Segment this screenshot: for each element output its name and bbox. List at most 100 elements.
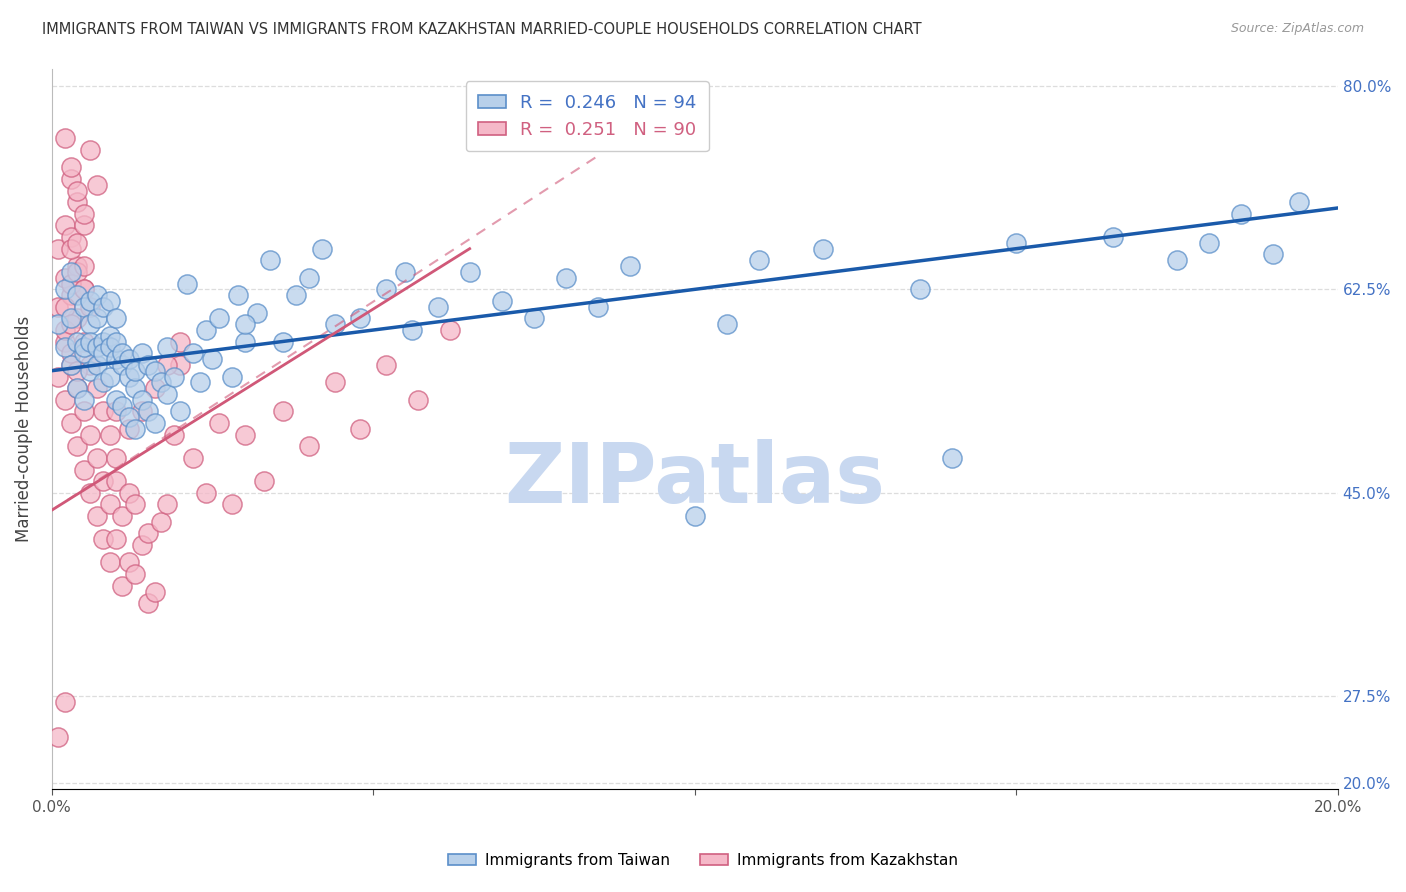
Point [98,556,121,570]
Point [253,474,276,488]
Point [105,311,128,326]
Point [259,253,281,268]
Point [60,317,83,331]
Point [1230,207,1253,221]
Point [163,427,186,442]
Point [401,323,423,337]
Point [66,364,89,378]
Point [375,358,398,372]
Point [285,288,308,302]
Point [221,497,243,511]
Point [221,369,243,384]
Point [233,427,256,442]
Point [208,416,231,430]
Point [98,293,121,308]
Point [131,346,153,360]
Point [226,288,249,302]
Point [118,485,141,500]
Point [163,369,186,384]
Point [91,404,114,418]
Point [208,311,231,326]
Point [79,358,101,372]
Point [86,178,108,192]
Point [439,323,461,337]
Point [66,311,89,326]
Point [131,392,153,407]
Point [683,508,706,523]
Point [73,300,96,314]
Point [156,387,179,401]
Point [523,311,546,326]
Point [98,427,121,442]
Point [86,508,108,523]
Point [136,526,159,541]
Point [311,242,333,256]
Point [66,235,89,250]
Point [118,556,141,570]
Point [124,497,146,511]
Point [79,317,101,331]
Point [66,439,89,453]
Point [91,474,114,488]
Point [586,300,609,314]
Point [323,317,346,331]
Point [86,341,108,355]
Point [60,346,83,360]
Point [73,219,96,233]
Point [53,300,76,314]
Text: ZIPatlas: ZIPatlas [505,439,886,520]
Point [73,404,96,418]
Point [53,219,76,233]
Point [60,230,83,244]
Point [1005,235,1028,250]
Point [323,376,346,390]
Point [105,352,128,367]
Point [143,381,166,395]
Point [79,485,101,500]
Point [79,427,101,442]
Point [86,450,108,465]
Point [79,364,101,378]
Point [118,352,141,367]
Point [111,579,134,593]
Point [124,364,146,378]
Point [111,399,134,413]
Point [111,358,134,372]
Point [131,404,153,418]
Point [233,317,256,331]
Point [53,131,76,145]
Point [91,334,114,349]
Point [118,369,141,384]
Point [60,358,83,372]
Point [53,334,76,349]
Point [60,311,83,326]
Point [406,392,429,407]
Point [426,300,449,314]
Point [98,329,121,343]
Point [1101,230,1123,244]
Point [105,404,128,418]
Y-axis label: Married-couple Households: Married-couple Households [15,316,32,542]
Point [124,567,146,582]
Point [1288,195,1310,210]
Point [136,358,159,372]
Point [136,404,159,418]
Point [60,358,83,372]
Point [53,695,76,709]
Point [60,416,83,430]
Point [79,334,101,349]
Point [188,376,211,390]
Text: Source: ZipAtlas.com: Source: ZipAtlas.com [1230,22,1364,36]
Point [169,404,191,418]
Point [91,376,114,390]
Point [181,346,204,360]
Point [118,422,141,436]
Text: IMMIGRANTS FROM TAIWAN VS IMMIGRANTS FROM KAZAKHSTAN MARRIED-COUPLE HOUSEHOLDS C: IMMIGRANTS FROM TAIWAN VS IMMIGRANTS FRO… [42,22,922,37]
Point [73,282,96,296]
Point [619,259,641,273]
Point [73,346,96,360]
Legend: Immigrants from Taiwan, Immigrants from Kazakhstan: Immigrants from Taiwan, Immigrants from … [441,847,965,873]
Point [105,334,128,349]
Point [716,317,738,331]
Point [201,352,224,367]
